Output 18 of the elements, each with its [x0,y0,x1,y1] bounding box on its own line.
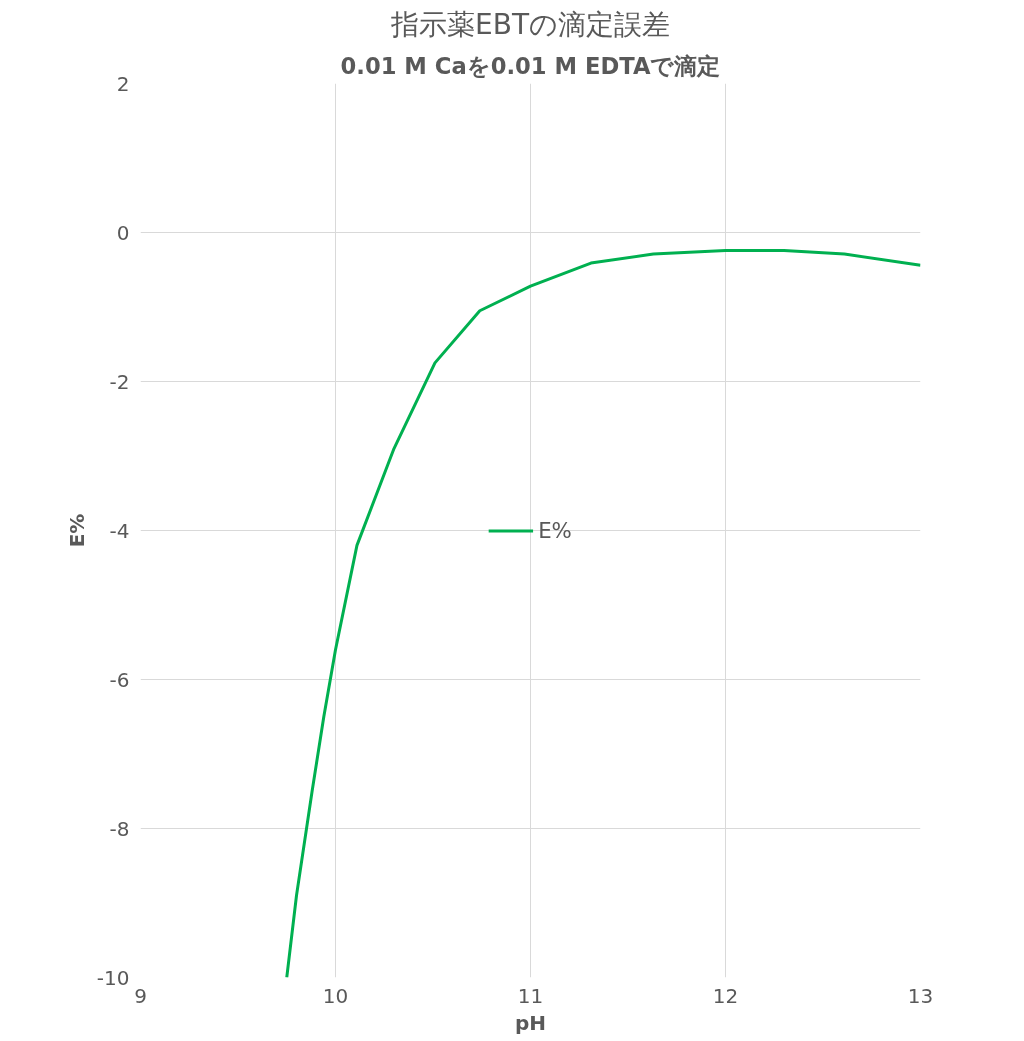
y-tick-label: 0 [116,220,130,245]
y-tick-label: 2 [116,71,130,96]
x-axis-title: pH [514,1010,547,1035]
x-tick-label: 12 [712,983,739,1008]
chart-title: 指示薬EBTの滴定誤差 [390,7,671,41]
x-tick-label: 11 [517,983,544,1008]
y-axis-title: E% [64,513,89,548]
y-tick-label: -10 [96,965,130,990]
chart-subtitle: 0.01 M Caを0.01 M EDTAで滴定 [340,52,721,79]
x-tick-label: 9 [134,983,147,1008]
y-tick-label: -8 [109,816,130,841]
y-tick-label: -2 [109,369,130,394]
line-series [285,248,921,978]
y-tick-label: -4 [109,518,130,543]
y-tick-label: -6 [109,667,130,692]
x-tick-label: 13 [907,983,934,1008]
legend-label: E% [538,517,572,543]
x-tick-label: 10 [322,983,349,1008]
